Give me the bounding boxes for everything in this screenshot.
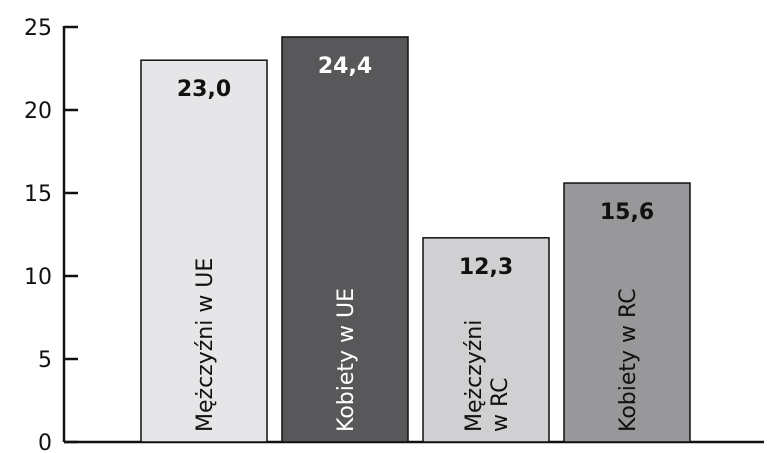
category-label: Mężczyźniw RC	[462, 320, 513, 432]
category-label-line: Kobiety w RC	[616, 288, 641, 432]
y-tick-label: 25	[24, 16, 52, 41]
category-label-line: w RC	[488, 377, 513, 432]
y-tick-label: 5	[38, 348, 52, 373]
category-label-line: Mężczyźni w UE	[193, 258, 218, 432]
category-label: Kobiety w RC	[616, 288, 641, 432]
bar	[140, 59, 268, 443]
y-tick-label: 0	[38, 431, 52, 453]
category-label-line: Mężczyźni	[462, 320, 487, 432]
category-label: Kobiety w UE	[334, 288, 359, 432]
y-tick-label: 10	[24, 265, 52, 290]
category-label-line: Kobiety w UE	[334, 288, 359, 432]
y-tick-label: 20	[24, 99, 52, 124]
bar	[563, 182, 691, 443]
bars: 23,0 Mężczyźni w UE 24,4 Kobiety w UE 12,3 Mę…	[140, 36, 691, 443]
value-label: 23,0	[177, 77, 231, 102]
bar	[422, 237, 550, 443]
bar	[281, 36, 409, 443]
value-label: 12,3	[459, 255, 513, 280]
value-label: 24,4	[318, 54, 372, 79]
y-ticks: 0 5 10 15 20 25	[24, 16, 78, 453]
y-tick-label: 15	[24, 182, 52, 207]
value-label: 15,6	[600, 200, 654, 225]
category-label: Mężczyźni w UE	[193, 258, 218, 432]
